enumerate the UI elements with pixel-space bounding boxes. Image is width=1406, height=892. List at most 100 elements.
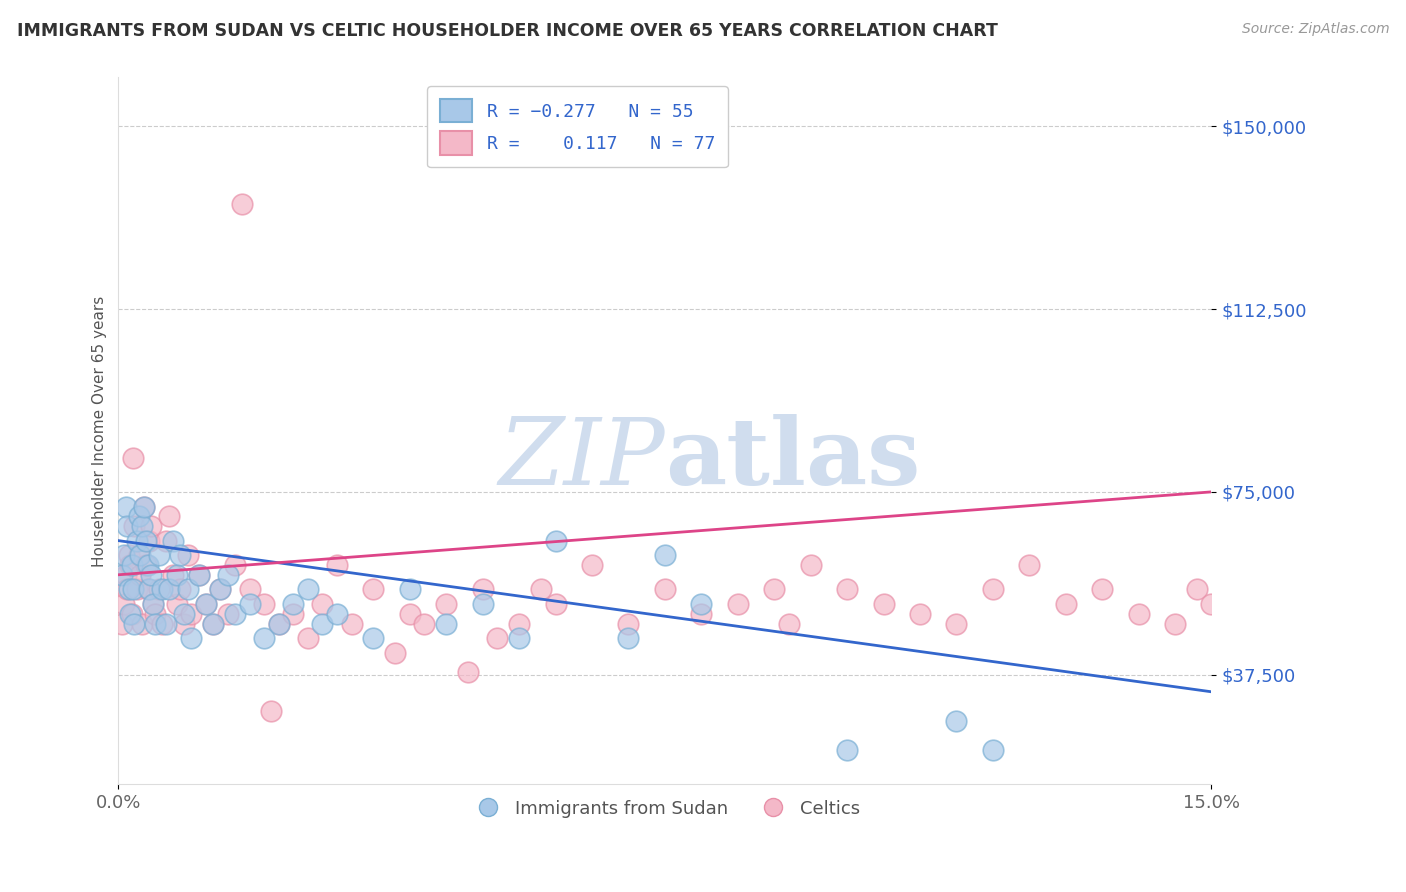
Point — [162, 567, 184, 582]
Point — [141, 519, 163, 533]
Y-axis label: Householder Income Over 65 years: Householder Income Over 65 years — [93, 295, 107, 566]
Point — [173, 607, 195, 621]
Point — [166, 567, 188, 582]
Point — [132, 500, 155, 514]
Point — [112, 597, 135, 611]
Point — [169, 582, 191, 597]
Point — [169, 548, 191, 562]
Point — [581, 558, 603, 572]
Point — [159, 509, 181, 524]
Point — [114, 500, 136, 514]
Point — [131, 616, 153, 631]
Text: ZIP: ZIP — [498, 414, 665, 504]
Point — [727, 597, 749, 611]
Point — [544, 533, 567, 548]
Point — [128, 548, 150, 562]
Point — [114, 567, 136, 582]
Point — [124, 616, 146, 631]
Point — [617, 631, 640, 645]
Point — [122, 450, 145, 465]
Point — [217, 567, 239, 582]
Point — [763, 582, 786, 597]
Point — [112, 548, 135, 562]
Point — [471, 582, 494, 597]
Point — [111, 567, 134, 582]
Point — [120, 558, 142, 572]
Point — [253, 631, 276, 645]
Point — [141, 567, 163, 582]
Point — [690, 597, 713, 611]
Point — [129, 567, 152, 582]
Point — [1164, 616, 1187, 631]
Point — [202, 616, 225, 631]
Point — [194, 597, 217, 611]
Point — [111, 616, 134, 631]
Point — [202, 616, 225, 631]
Point — [180, 631, 202, 645]
Point — [945, 616, 967, 631]
Point — [654, 582, 676, 597]
Point — [121, 607, 143, 621]
Point — [544, 597, 567, 611]
Point — [209, 582, 232, 597]
Point — [180, 607, 202, 621]
Point — [835, 582, 858, 597]
Point — [125, 533, 148, 548]
Point — [142, 597, 165, 611]
Point — [138, 533, 160, 548]
Point — [121, 558, 143, 572]
Point — [120, 607, 142, 621]
Point — [187, 567, 209, 582]
Point — [413, 616, 436, 631]
Point — [283, 597, 305, 611]
Point — [399, 607, 422, 621]
Point — [260, 704, 283, 718]
Point — [457, 665, 479, 680]
Point — [138, 582, 160, 597]
Point — [530, 582, 553, 597]
Point — [148, 548, 170, 562]
Point — [908, 607, 931, 621]
Point — [159, 582, 181, 597]
Point — [508, 631, 530, 645]
Point — [384, 646, 406, 660]
Point — [136, 558, 159, 572]
Point — [129, 548, 152, 562]
Point — [1185, 582, 1208, 597]
Point — [340, 616, 363, 631]
Point — [224, 607, 246, 621]
Point — [326, 558, 349, 572]
Point — [239, 582, 262, 597]
Point — [115, 582, 138, 597]
Point — [122, 582, 145, 597]
Point — [155, 533, 177, 548]
Point — [800, 558, 823, 572]
Point — [311, 616, 333, 631]
Point — [187, 567, 209, 582]
Point — [471, 597, 494, 611]
Point — [117, 582, 139, 597]
Point — [690, 607, 713, 621]
Point — [434, 597, 457, 611]
Point — [399, 582, 422, 597]
Point — [143, 607, 166, 621]
Legend: Immigrants from Sudan, Celtics: Immigrants from Sudan, Celtics — [463, 792, 868, 825]
Point — [194, 597, 217, 611]
Point — [253, 597, 276, 611]
Point — [142, 597, 165, 611]
Point — [778, 616, 800, 631]
Point — [486, 631, 509, 645]
Point — [363, 631, 385, 645]
Point — [217, 607, 239, 621]
Point — [283, 607, 305, 621]
Point — [143, 616, 166, 631]
Point — [508, 616, 530, 631]
Point — [131, 519, 153, 533]
Point — [981, 582, 1004, 597]
Point — [150, 582, 173, 597]
Point — [1018, 558, 1040, 572]
Point — [1091, 582, 1114, 597]
Point — [654, 548, 676, 562]
Point — [162, 533, 184, 548]
Point — [128, 509, 150, 524]
